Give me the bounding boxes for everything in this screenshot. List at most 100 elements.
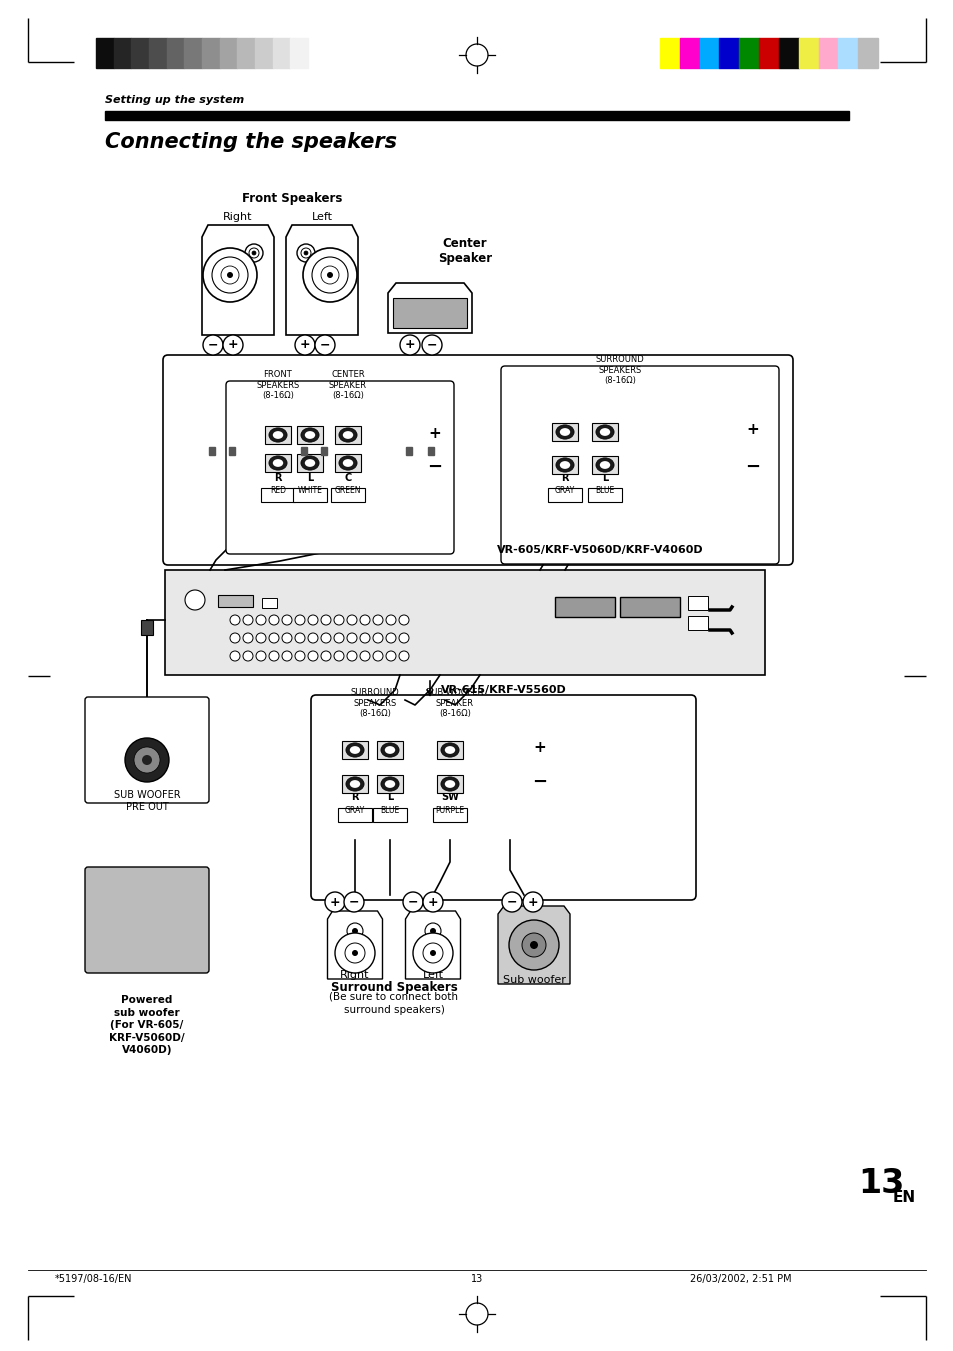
Circle shape [282, 634, 292, 643]
Circle shape [203, 335, 223, 355]
Text: −: − [407, 896, 417, 908]
Bar [759, 38, 778, 68]
Bar [547, 488, 581, 503]
Circle shape [314, 335, 335, 355]
Ellipse shape [559, 428, 570, 436]
Bar [265, 454, 291, 471]
Text: SW: SW [440, 792, 458, 802]
Circle shape [347, 651, 356, 661]
Circle shape [398, 651, 409, 661]
Text: SUB WOOFER
SPEAKER
(8-16Ω): SUB WOOFER SPEAKER (8-16Ω) [426, 688, 483, 717]
Ellipse shape [596, 458, 614, 471]
Bar [406, 447, 412, 455]
Bar [202, 38, 219, 68]
Circle shape [359, 634, 370, 643]
Text: C: C [344, 473, 352, 484]
Text: −: − [319, 339, 330, 351]
Circle shape [347, 615, 356, 626]
Text: WHITE: WHITE [297, 486, 322, 494]
Ellipse shape [350, 780, 360, 788]
Circle shape [521, 934, 545, 957]
Polygon shape [286, 226, 357, 335]
Ellipse shape [384, 746, 395, 754]
Ellipse shape [380, 777, 398, 792]
Bar [778, 38, 798, 68]
Circle shape [402, 892, 422, 912]
Text: Powered
sub woofer
(For VR-605/
KRF-V5060D/
V4060D): Powered sub woofer (For VR-605/ KRF-V506… [109, 996, 185, 1055]
Circle shape [320, 615, 331, 626]
Text: Right: Right [340, 970, 370, 979]
Circle shape [243, 634, 253, 643]
Bar [229, 447, 234, 455]
FancyBboxPatch shape [85, 867, 209, 973]
Bar [165, 570, 764, 676]
Circle shape [282, 651, 292, 661]
Bar [149, 38, 167, 68]
Bar [341, 775, 368, 793]
Bar [373, 808, 407, 821]
Text: +: + [228, 339, 238, 351]
Circle shape [296, 245, 314, 262]
Circle shape [347, 634, 356, 643]
Bar [265, 426, 291, 444]
Bar [428, 447, 434, 455]
Circle shape [294, 335, 314, 355]
Text: −: − [349, 896, 359, 908]
Text: GREEN: GREEN [335, 486, 361, 494]
Ellipse shape [599, 428, 610, 436]
Text: Sub woofer: Sub woofer [502, 975, 565, 985]
Ellipse shape [304, 459, 314, 467]
Bar [552, 423, 578, 440]
Polygon shape [327, 911, 382, 979]
Bar [335, 454, 360, 471]
Circle shape [245, 245, 263, 262]
Circle shape [430, 950, 436, 957]
FancyBboxPatch shape [163, 355, 792, 565]
Circle shape [352, 950, 357, 957]
Text: −: − [506, 896, 517, 908]
Bar [261, 488, 294, 503]
Circle shape [142, 755, 152, 765]
Text: GRAY: GRAY [345, 807, 365, 815]
Text: +: + [330, 896, 340, 908]
Bar [301, 447, 307, 455]
Ellipse shape [300, 428, 318, 442]
Ellipse shape [342, 431, 353, 439]
Bar [838, 38, 858, 68]
Text: L: L [387, 792, 393, 802]
Circle shape [398, 615, 409, 626]
Ellipse shape [599, 461, 610, 469]
Circle shape [421, 335, 441, 355]
Circle shape [249, 249, 258, 258]
Circle shape [334, 615, 344, 626]
Bar [719, 38, 739, 68]
Bar [218, 594, 253, 607]
Text: Setting up the system: Setting up the system [105, 95, 244, 105]
Circle shape [308, 634, 317, 643]
Circle shape [335, 934, 375, 973]
Ellipse shape [556, 424, 574, 439]
Ellipse shape [346, 777, 364, 792]
Circle shape [243, 615, 253, 626]
Circle shape [386, 634, 395, 643]
Circle shape [312, 257, 348, 293]
Ellipse shape [342, 459, 353, 467]
Ellipse shape [444, 746, 455, 754]
Text: +: + [427, 896, 437, 908]
Bar [436, 740, 462, 759]
Bar [436, 775, 462, 793]
Text: SUB WOOFER
PRE OUT: SUB WOOFER PRE OUT [113, 789, 180, 812]
Bar [858, 38, 877, 68]
Bar [96, 38, 113, 68]
Bar [687, 616, 707, 630]
Circle shape [359, 651, 370, 661]
Circle shape [294, 615, 305, 626]
Text: SURROUND
SPEAKERS
(8-16Ω): SURROUND SPEAKERS (8-16Ω) [595, 355, 643, 385]
Bar [184, 38, 202, 68]
Circle shape [269, 634, 278, 643]
Circle shape [373, 634, 382, 643]
Ellipse shape [269, 455, 287, 470]
Bar [679, 38, 699, 68]
Bar [555, 597, 615, 617]
Circle shape [255, 615, 266, 626]
